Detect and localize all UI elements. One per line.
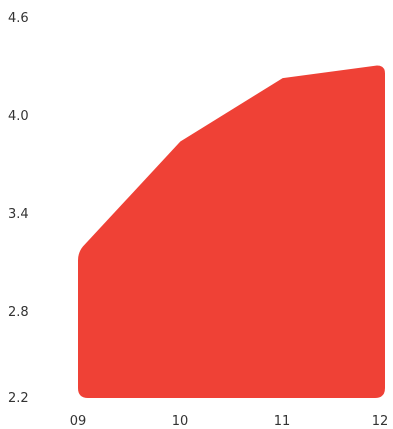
x-tick-label: 11 [274, 414, 291, 429]
y-tick-label: 4.6 [8, 11, 29, 26]
x-tick-label: 12 [372, 414, 389, 429]
y-tick-label: 2.8 [8, 305, 29, 320]
y-tick-label: 2.2 [8, 391, 29, 406]
x-tick-label: 09 [70, 414, 87, 429]
y-tick-label: 3.4 [8, 207, 29, 222]
y-tick-label: 4.0 [8, 109, 29, 124]
area-series [78, 65, 385, 398]
x-tick-label: 10 [172, 414, 189, 429]
